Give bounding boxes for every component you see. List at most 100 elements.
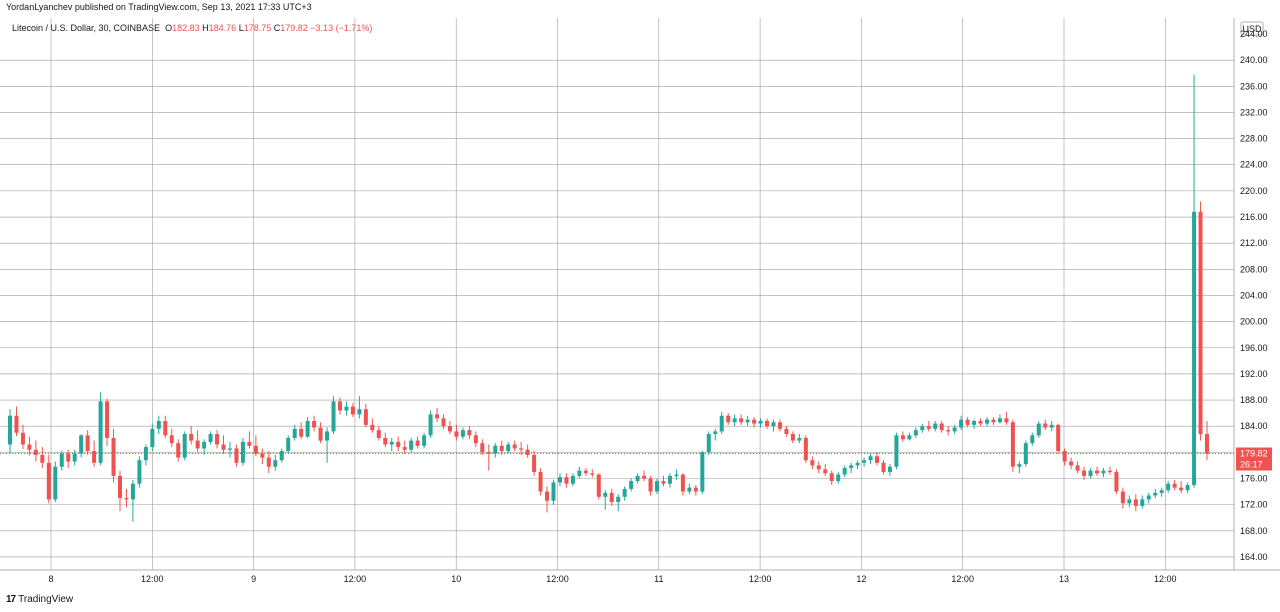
candle bbox=[590, 469, 595, 478]
candle bbox=[849, 462, 854, 474]
candle bbox=[777, 419, 782, 432]
candle-body bbox=[1185, 485, 1190, 491]
candle bbox=[363, 403, 368, 428]
price-axis[interactable]: 164.00168.00172.00176.00180.00184.00188.… bbox=[1240, 55, 1268, 562]
candle bbox=[570, 473, 575, 487]
candle-body bbox=[337, 401, 342, 411]
candle-body bbox=[784, 428, 789, 435]
candle-body bbox=[53, 466, 58, 500]
candle-body bbox=[1153, 492, 1158, 496]
candle-body bbox=[85, 435, 90, 452]
candle bbox=[383, 432, 388, 448]
candle-body bbox=[14, 415, 19, 433]
candle bbox=[202, 439, 207, 455]
candle bbox=[480, 439, 485, 455]
candle bbox=[603, 490, 608, 510]
candle-body bbox=[635, 475, 640, 482]
candle-body bbox=[20, 432, 25, 445]
candle bbox=[642, 470, 647, 482]
candle bbox=[402, 440, 407, 454]
candle bbox=[7, 409, 13, 454]
legend-high-value: 184.76 bbox=[208, 23, 237, 33]
price-tick-label: 188.00 bbox=[1240, 395, 1268, 405]
candle bbox=[240, 437, 245, 466]
candle bbox=[855, 460, 860, 470]
candle bbox=[868, 453, 873, 465]
candle bbox=[920, 423, 925, 433]
candle bbox=[1204, 420, 1210, 461]
time-tick-label: 12:00 bbox=[344, 574, 367, 584]
candle bbox=[389, 437, 394, 452]
candle bbox=[926, 420, 931, 432]
candle-body bbox=[680, 474, 685, 492]
candle bbox=[985, 417, 990, 427]
candle bbox=[14, 406, 19, 436]
candle bbox=[596, 473, 601, 500]
candle bbox=[292, 424, 297, 441]
candle-body bbox=[253, 445, 258, 454]
candle bbox=[79, 434, 84, 458]
candle bbox=[59, 451, 64, 471]
candle bbox=[719, 411, 724, 435]
candle-body bbox=[978, 420, 983, 424]
candle bbox=[247, 431, 252, 449]
candle bbox=[435, 407, 440, 423]
candle-body bbox=[299, 428, 304, 437]
candle-body bbox=[447, 426, 452, 432]
candle-body bbox=[72, 453, 77, 462]
candle-body bbox=[292, 428, 297, 438]
candle bbox=[933, 420, 938, 432]
candle-body bbox=[370, 424, 375, 431]
candle-body bbox=[577, 470, 582, 476]
candle-body bbox=[532, 454, 537, 472]
candle bbox=[551, 479, 556, 505]
candle-body bbox=[33, 449, 38, 455]
candle-body bbox=[312, 420, 317, 428]
candle-body bbox=[952, 427, 957, 432]
candle bbox=[318, 422, 323, 444]
candle-body bbox=[713, 431, 718, 435]
candle-body bbox=[777, 422, 782, 429]
candle-body bbox=[331, 401, 336, 432]
price-tick-label: 168.00 bbox=[1240, 526, 1268, 536]
candle-body bbox=[143, 447, 148, 461]
candle bbox=[124, 488, 129, 508]
candle-body bbox=[596, 474, 601, 497]
candle bbox=[344, 401, 349, 416]
candle-body bbox=[926, 426, 931, 429]
candle-body bbox=[836, 474, 841, 482]
candle-body bbox=[79, 435, 84, 454]
candle-body bbox=[1107, 470, 1112, 472]
tradingview-logo[interactable]: 17 TradingView bbox=[6, 594, 73, 605]
candle-body bbox=[1146, 495, 1151, 500]
candle bbox=[803, 435, 808, 463]
candle bbox=[486, 444, 491, 471]
candle-body bbox=[823, 469, 828, 474]
candle bbox=[105, 398, 110, 446]
candle bbox=[279, 448, 284, 463]
candle-body bbox=[1062, 451, 1067, 462]
candle-body bbox=[1004, 418, 1009, 423]
candle bbox=[1198, 201, 1203, 441]
candle bbox=[1133, 494, 1138, 512]
candle bbox=[674, 469, 679, 480]
candle bbox=[829, 470, 834, 486]
candle bbox=[616, 494, 621, 512]
candle bbox=[422, 432, 427, 449]
candle bbox=[1159, 487, 1164, 497]
last-price-box bbox=[1236, 447, 1272, 471]
candle bbox=[137, 456, 142, 488]
candle-body bbox=[221, 444, 226, 450]
candle-body bbox=[810, 460, 815, 466]
currency-badge[interactable]: USD bbox=[1240, 21, 1264, 36]
candle-body bbox=[27, 444, 32, 450]
price-tick-label: 220.00 bbox=[1240, 186, 1268, 196]
publisher-credit: YordanLyanchev published on TradingView.… bbox=[6, 2, 312, 12]
time-axis[interactable]: 8 12:00 9 12:00 10 12:00 11 12:00 12 12:00 13 12:00 bbox=[48, 574, 1176, 584]
candle-body bbox=[46, 462, 51, 500]
candle bbox=[972, 419, 977, 429]
candle bbox=[538, 468, 543, 496]
candle-body bbox=[622, 488, 627, 497]
legend-symbol[interactable]: Litecoin / U.S. Dollar, 30, COINBASE bbox=[12, 23, 161, 33]
